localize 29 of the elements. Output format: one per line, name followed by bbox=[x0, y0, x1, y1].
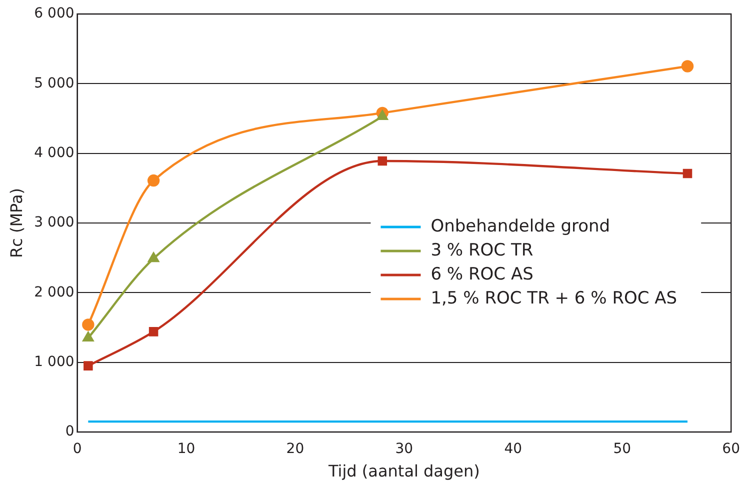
y-tick-label: 6 000 bbox=[34, 6, 74, 22]
x-tick-label: 60 bbox=[722, 441, 740, 458]
point bbox=[148, 327, 158, 336]
legend-label: 3 % ROC TR bbox=[430, 240, 534, 260]
point bbox=[82, 318, 94, 331]
point bbox=[148, 252, 159, 262]
y-tick-label: 3 000 bbox=[34, 214, 74, 231]
y-tick-label: 2 000 bbox=[34, 284, 74, 300]
x-tick-label: 50 bbox=[613, 441, 632, 458]
point bbox=[82, 332, 94, 342]
y-axis-title: Rc (MPa) bbox=[6, 188, 26, 258]
legend-label: 6 % ROC AS bbox=[430, 264, 534, 284]
x-tick-label: 20 bbox=[286, 441, 304, 458]
legend-label: Onbehandelde grond bbox=[430, 216, 610, 236]
y-tick-label: 0 bbox=[65, 424, 74, 440]
y-tick-label: 5 000 bbox=[34, 75, 74, 92]
x-tick-label: 10 bbox=[177, 441, 196, 458]
point bbox=[84, 361, 93, 370]
point bbox=[147, 174, 160, 187]
legend-label: 1,5 % ROC TR + 6 % ROC AS bbox=[430, 288, 678, 308]
point bbox=[682, 168, 692, 178]
x-axis-title: Tijd (aantal dagen) bbox=[328, 462, 480, 481]
x-tick-label: 40 bbox=[504, 441, 522, 458]
x-tick-label: 30 bbox=[395, 441, 414, 458]
y-tick-label: 4 000 bbox=[34, 144, 74, 161]
point bbox=[378, 156, 388, 166]
point bbox=[376, 110, 388, 120]
point bbox=[681, 60, 694, 72]
y-tick-label: 1 000 bbox=[34, 354, 74, 370]
